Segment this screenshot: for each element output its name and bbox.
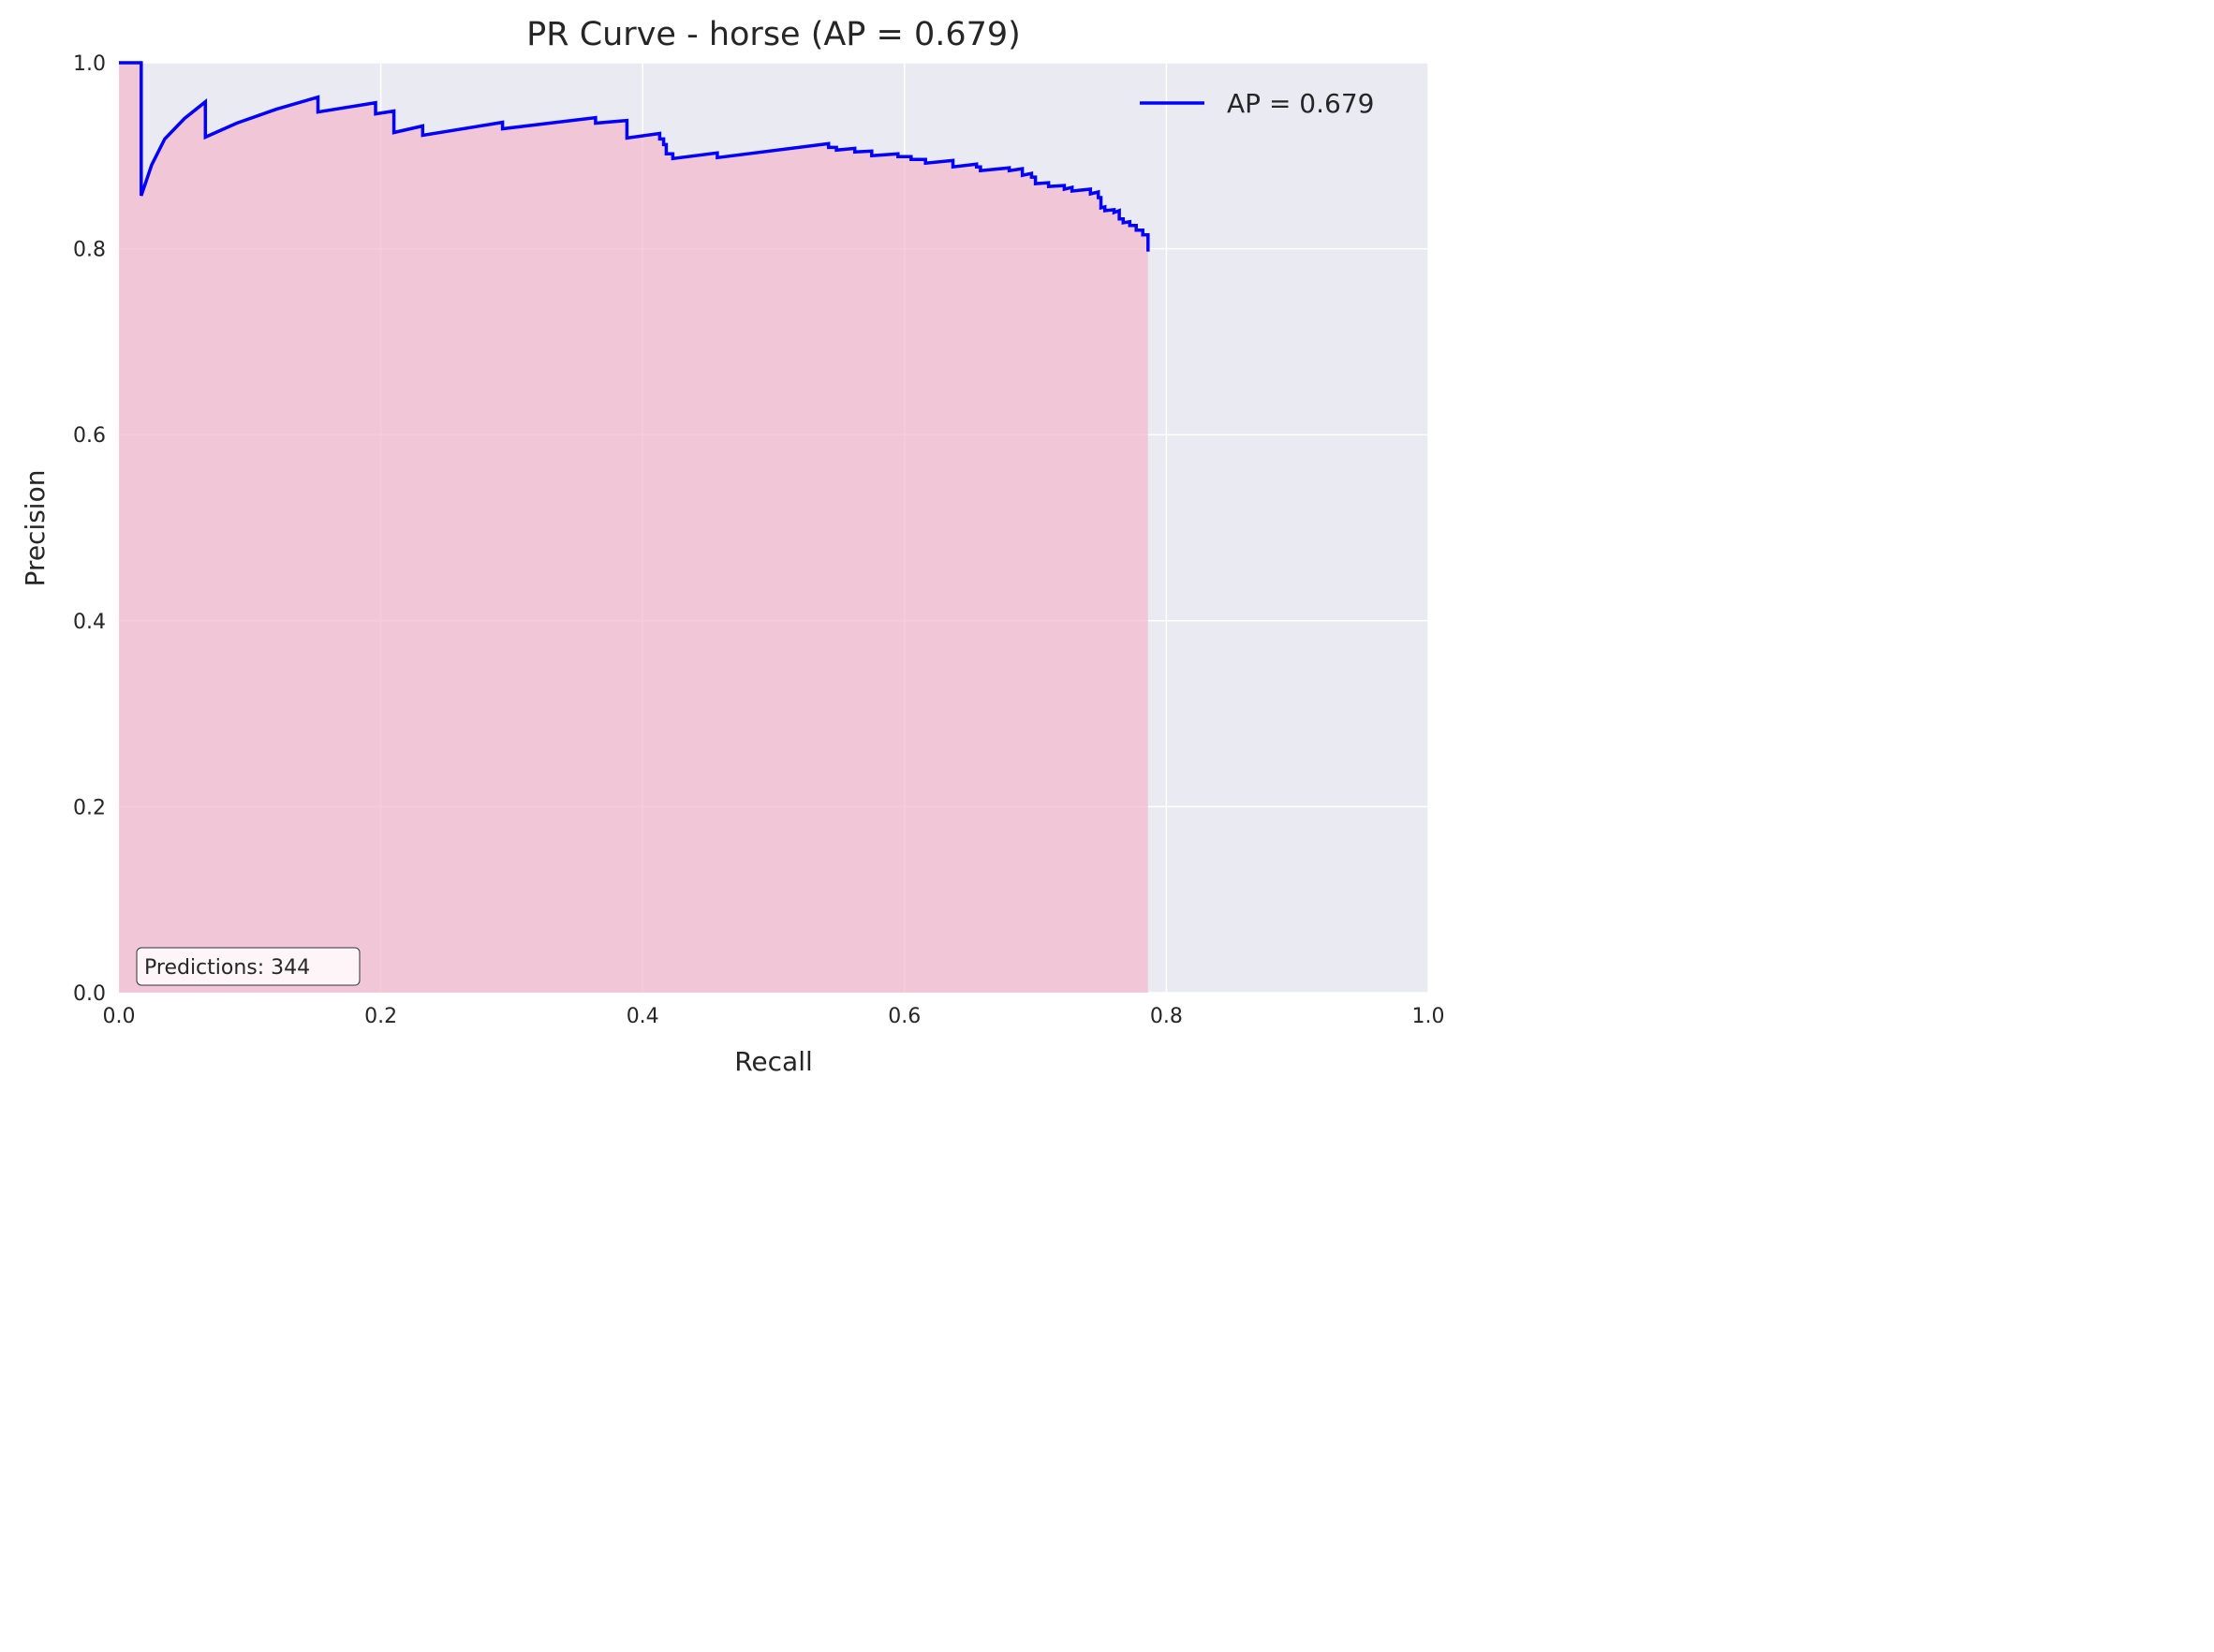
y-tick-label: 0.4: [73, 611, 106, 634]
legend-label: AP = 0.679: [1227, 88, 1374, 119]
y-axis-label: Precision: [20, 470, 51, 587]
chart-title: PR Curve - horse (AP = 0.679): [526, 16, 1021, 53]
predictions-annotation: Predictions: 344: [136, 947, 361, 986]
x-axis-label: Recall: [734, 1046, 813, 1077]
y-axis-ticks: 0.0 0.2 0.4 0.6 0.8 1.0: [73, 52, 106, 1006]
x-tick-label: 0.2: [364, 1005, 397, 1028]
x-tick-label: 0.0: [103, 1005, 136, 1028]
x-tick-label: 0.6: [888, 1005, 921, 1028]
y-tick-label: 0.0: [73, 982, 106, 1006]
pr-curve-chart: 0.0 0.2 0.4 0.6 0.8 1.0 0.0 0.2 0.4 0.6 0.8 1.0 PR…: [20, 16, 1445, 1077]
y-tick-label: 0.6: [73, 424, 106, 448]
y-tick-label: 0.2: [73, 796, 106, 819]
y-tick-label: 0.8: [73, 239, 106, 262]
annotation-text: Predictions: 344: [144, 956, 310, 980]
annotation-box: [136, 947, 361, 986]
pr-curve-line: [119, 61, 1150, 252]
x-tick-label: 0.8: [1150, 1005, 1183, 1028]
area-fill: [119, 63, 1148, 993]
x-tick-label: 1.0: [1412, 1005, 1445, 1028]
x-tick-label: 0.4: [627, 1005, 659, 1028]
y-tick-label: 1.0: [73, 52, 106, 76]
legend: AP = 0.679: [1140, 88, 1374, 119]
x-axis-ticks: 0.0 0.2 0.4 0.6 0.8 1.0: [103, 1005, 1445, 1028]
